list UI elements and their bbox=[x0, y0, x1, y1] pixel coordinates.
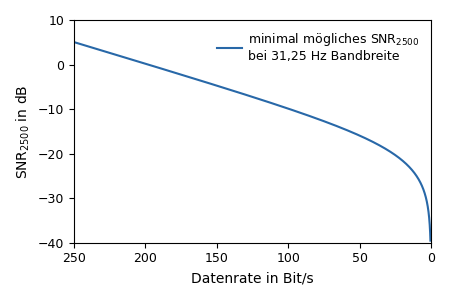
minimal mögliches SNR$_{2500}$
bei 31,25 Hz Bandbreite bbox=[428, 239, 433, 242]
minimal mögliches SNR$_{2500}$
bei 31,25 Hz Bandbreite bbox=[350, 130, 355, 134]
minimal mögliches SNR$_{2500}$
bei 31,25 Hz Bandbreite bbox=[397, 156, 402, 160]
X-axis label: Datenrate in Bit/s: Datenrate in Bit/s bbox=[191, 271, 314, 285]
minimal mögliches SNR$_{2500}$
bei 31,25 Hz Bandbreite bbox=[350, 130, 355, 134]
minimal mögliches SNR$_{2500}$
bei 31,25 Hz Bandbreite bbox=[426, 209, 431, 212]
Line: minimal mögliches SNR$_{2500}$
bei 31,25 Hz Bandbreite: minimal mögliches SNR$_{2500}$ bei 31,25… bbox=[74, 42, 431, 241]
minimal mögliches SNR$_{2500}$
bei 31,25 Hz Bandbreite bbox=[196, 78, 202, 82]
minimal mögliches SNR$_{2500}$
bei 31,25 Hz Bandbreite bbox=[72, 40, 77, 44]
minimal mögliches SNR$_{2500}$
bei 31,25 Hz Bandbreite bbox=[175, 72, 180, 75]
Y-axis label: SNR$_{2500}$ in dB: SNR$_{2500}$ in dB bbox=[15, 84, 32, 178]
Legend: minimal mögliches SNR$_{2500}$
bei 31,25 Hz Bandbreite: minimal mögliches SNR$_{2500}$ bei 31,25… bbox=[212, 26, 425, 68]
